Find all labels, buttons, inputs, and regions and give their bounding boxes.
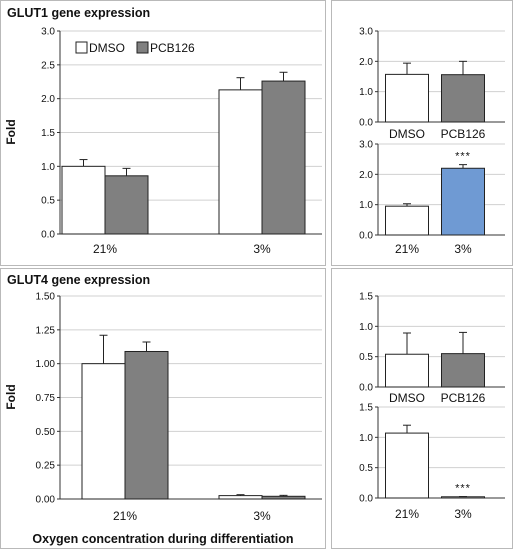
glut4-oxygen-category-label-0: 21% <box>395 507 419 521</box>
glut1-main-category-label-0: 21% <box>93 242 117 256</box>
glut1-main-bar-pcb126-1 <box>261 80 306 235</box>
glut1-treatment-bar-1 <box>441 74 485 123</box>
glut1-treatment-ytick-label-1: 1.0 <box>359 87 373 98</box>
chart-plots: 0.0 0.5 1.0 1.5 2.0 2.5 3.0 21% 3% 0.0 1.0 2.0 3.0 DM… <box>36 27 505 523</box>
glut4-main-category-label-1: 3% <box>253 509 271 523</box>
legend-pcb126-swatch <box>136 41 149 54</box>
glut4-treatment-ytick-label-2: 1.0 <box>359 322 373 333</box>
glut4-main-bar-pcb126-0 <box>124 350 169 500</box>
glut1-treatment-ytick-label-2: 2.0 <box>359 57 373 68</box>
glut1-main-frame <box>0 0 326 266</box>
glut4-oxygen-ytick-label-2: 1.0 <box>359 433 373 444</box>
glut1-treatment-category-label-0: DMSO <box>389 127 425 141</box>
glut1-main-category-label-1: 3% <box>253 242 271 256</box>
glut4-treatment-bar-1 <box>441 353 485 388</box>
glut4-main-bar-dmso-0 <box>81 363 126 500</box>
glut4-title: GLUT4 gene expression <box>7 273 150 287</box>
glut1-oxygen-ytick-label-0: 0.0 <box>359 231 373 242</box>
glut1-treatment-ytick-label-0: 0.0 <box>359 118 373 129</box>
glut1-treatment-bar-0 <box>385 73 429 123</box>
glut4-treatment-ytick-label-1: 0.5 <box>359 352 373 363</box>
glut1-main-ytick-label-3: 1.5 <box>41 128 55 139</box>
glut1-y-axis-label: Fold <box>4 119 18 144</box>
glut4-treatment-category-label-1: PCB126 <box>441 391 486 405</box>
glut4-treatment-ytick-label-3: 1.5 <box>359 292 373 303</box>
glut1-oxygen-bar-1 <box>441 167 485 236</box>
glut4-main-ytick-label-4: 1.00 <box>36 359 56 370</box>
glut4-main-ytick-label-2: 0.50 <box>36 427 56 438</box>
glut1-oxygen-bar-0 <box>385 205 429 236</box>
glut4-side-frame <box>331 268 513 549</box>
glut1-oxygen-ytick-label-3: 3.0 <box>359 140 373 151</box>
glut4-main-ytick-label-1: 0.25 <box>36 461 56 472</box>
glut1-main-ytick-label-5: 2.5 <box>41 60 55 71</box>
glut1-main-ytick-label-0: 0.0 <box>41 230 55 241</box>
glut1-oxygen-ytick-label-1: 1.0 <box>359 200 373 211</box>
glut1-treatment-category-label-1: PCB126 <box>441 127 486 141</box>
glut1-oxygen-ytick-label-2: 2.0 <box>359 170 373 181</box>
glut4-main-ytick-label-5: 1.25 <box>36 325 56 336</box>
glut1-oxygen-category-label-0: 21% <box>395 242 419 256</box>
glut4-main-ytick-label-3: 0.75 <box>36 393 56 404</box>
glut4-oxygen-significance-label-1: *** <box>455 483 471 495</box>
glut4-main-ytick-label-6: 1.50 <box>36 292 56 303</box>
glut1-title: GLUT1 gene expression <box>7 6 150 20</box>
glut4-main-category-label-0: 21% <box>113 509 137 523</box>
glut1-main-bar-dmso-0 <box>61 165 106 235</box>
glut1-main-bar-dmso-1 <box>218 89 263 235</box>
legend-dmso-label: DMSO <box>89 41 125 55</box>
glut4-oxygen-ytick-label-3: 1.5 <box>359 403 373 414</box>
glut4-main-bar-dmso-1 <box>218 495 263 500</box>
glut1-main-ytick-label-1: 0.5 <box>41 196 55 207</box>
glut4-treatment-category-label-0: DMSO <box>389 391 425 405</box>
glut1-main-ytick-label-4: 2.0 <box>41 94 55 105</box>
x-axis-label: Oxygen concentration during differentiat… <box>32 532 293 546</box>
glut4-main-frame <box>0 268 326 549</box>
glut1-oxygen-significance-label-1: *** <box>455 151 471 163</box>
glut4-main-ytick-label-0: 0.00 <box>36 495 56 506</box>
glut4-oxygen-category-label-1: 3% <box>454 507 472 521</box>
glut1-main-ytick-label-2: 1.0 <box>41 162 55 173</box>
legend: DMSO PCB126 <box>75 41 195 55</box>
glut4-treatment-ytick-label-0: 0.0 <box>359 383 373 394</box>
glut1-main-ytick-label-6: 3.0 <box>41 27 55 38</box>
glut4-oxygen-ytick-label-0: 0.0 <box>359 494 373 505</box>
glut4-oxygen-ytick-label-1: 0.5 <box>359 463 373 474</box>
glut1-treatment-ytick-label-3: 3.0 <box>359 27 373 38</box>
glut4-y-axis-label: Fold <box>4 384 18 409</box>
glut4-main-bar-pcb126-1 <box>261 495 306 500</box>
glut1-side-frame <box>331 0 513 266</box>
legend-dmso-swatch <box>75 41 88 54</box>
glut4-treatment-bar-0 <box>385 353 429 388</box>
glut4-oxygen-bar-0 <box>385 432 429 499</box>
glut1-main-bar-pcb126-0 <box>104 175 149 235</box>
legend-pcb126-label: PCB126 <box>150 41 195 55</box>
glut1-oxygen-category-label-1: 3% <box>454 242 472 256</box>
